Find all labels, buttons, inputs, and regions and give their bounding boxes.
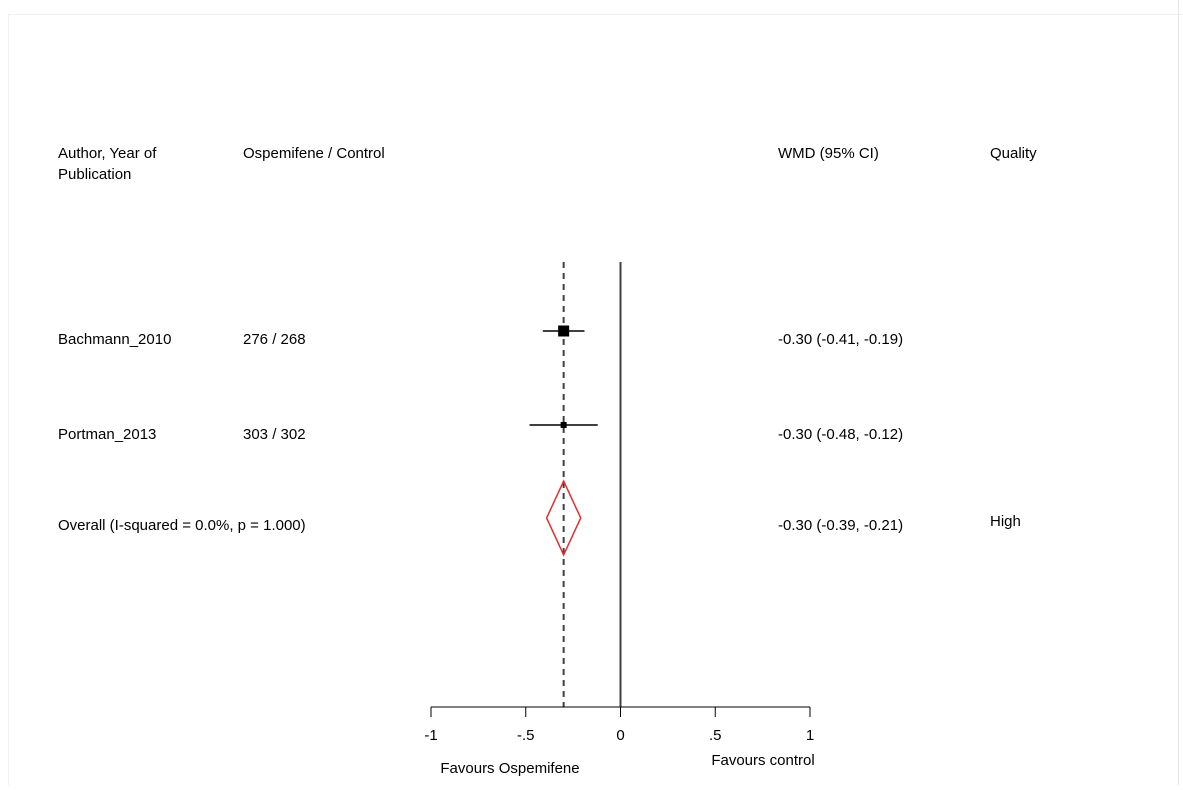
study-effect-square (558, 325, 570, 337)
x-tick-label: 1 (806, 727, 814, 744)
frame-left-edge (8, 14, 9, 785)
x-tick-label: .5 (709, 727, 722, 744)
overall-ci-text: -0.30 (-0.39, -0.21) (778, 517, 903, 534)
overall-label: Overall (I-squared = 0.0%, p = 1.000) (58, 517, 306, 534)
header-study-line1: Author, Year of (58, 145, 157, 162)
favours-right-label: Favours control (711, 752, 814, 769)
study-counts: 276 / 268 (243, 331, 306, 348)
frame-top-edge (8, 14, 1183, 15)
study-name: Portman_2013 (58, 426, 156, 443)
x-tick-label: 0 (616, 727, 624, 744)
study-effect-square (560, 422, 567, 428)
overall-diamond (545, 479, 582, 557)
overall-quality: High (990, 513, 1021, 530)
header-quality: Quality (990, 145, 1037, 162)
study-counts: 303 / 302 (243, 426, 306, 443)
header-counts: Ospemifene / Control (243, 145, 385, 162)
x-tick-label: -.5 (517, 727, 535, 744)
study-ci-text: -0.30 (-0.41, -0.19) (778, 331, 903, 348)
header-study-line2: Publication (58, 166, 131, 183)
favours-left-label: Favours Ospemifene (440, 760, 579, 777)
x-tick-label: -1 (424, 727, 437, 744)
frame-right-edge (1178, 0, 1179, 785)
study-name: Bachmann_2010 (58, 331, 171, 348)
study-ci-text: -0.30 (-0.48, -0.12) (778, 426, 903, 443)
chart-marks: -1 -.5 0 .5 1 (424, 262, 814, 744)
header-effect: WMD (95% CI) (778, 145, 879, 162)
